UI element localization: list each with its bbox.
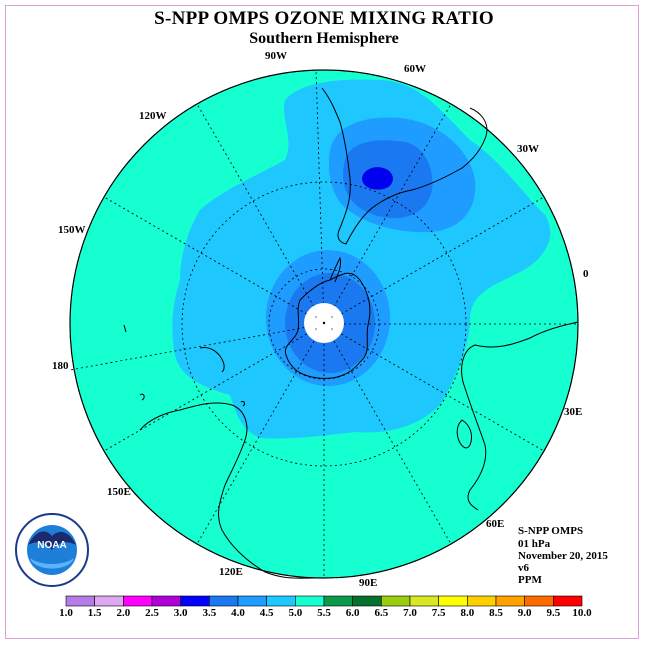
coastlines (123, 87, 579, 579)
pole-dot (331, 316, 333, 318)
colorbar-tick-label: 3.5 (202, 607, 217, 619)
pole-dot (315, 328, 317, 330)
meridian-120w (196, 103, 325, 325)
meridian-60e (323, 323, 452, 545)
colorbar-tick-label: 9.0 (517, 607, 532, 619)
colorbar-swatch (151, 595, 181, 607)
colorbar-swatch (381, 595, 411, 607)
colorbar-tick-label: 1.5 (87, 607, 102, 619)
colorbar-swatch (123, 595, 153, 607)
info-units: PPM (518, 574, 542, 586)
lon-label-180: 180 (52, 360, 69, 372)
colorbar-swatch (524, 595, 554, 607)
coastline-antarctic-peninsula (329, 256, 341, 283)
map-outline (69, 69, 579, 579)
map-title: S-NPP OMPS OZONE MIXING RATIO (154, 8, 494, 29)
pole-dot (315, 316, 317, 318)
coastline-africa (461, 321, 579, 511)
coastline-australia (139, 402, 316, 579)
info-version: v6 (518, 562, 529, 574)
pole-dots (315, 316, 333, 330)
coastline-madagascar (456, 419, 473, 449)
colorbar-tick-label: 3.0 (173, 607, 188, 619)
colorbar-tick-label: 2.5 (145, 607, 159, 619)
lon-label-150e: 150E (107, 486, 131, 498)
colorbar-tick-label: 2.0 (116, 607, 131, 619)
meridians (69, 69, 578, 578)
colorbar-tick-label: 5.5 (317, 607, 331, 619)
lon-label-30e: 30E (564, 406, 583, 418)
colorbar (65, 595, 583, 607)
lon-label-60e: 60E (486, 518, 505, 530)
meridian-150e (103, 323, 325, 452)
logo-gull-shape (28, 531, 76, 550)
meridian-180 (69, 323, 325, 371)
colorbar-swatch (180, 595, 210, 607)
logo-lower-wave (30, 558, 74, 569)
colorbar-swatch (266, 595, 296, 607)
colorbar-swatch (352, 595, 382, 607)
colorbar-swatch (409, 595, 439, 607)
colorbar-swatch (438, 595, 468, 607)
info-instrument: S-NPP OMPS (518, 525, 584, 537)
lon-label-30w: 30W (517, 143, 539, 155)
colorbar-tick-label: 9.5 (546, 607, 561, 619)
colorbar-swatch (323, 595, 353, 607)
meridian-150w (103, 196, 325, 325)
colorbar-tick-label: 7.0 (403, 607, 417, 619)
coastline-antarctica (284, 272, 371, 379)
colorbar-tick-label: 4.5 (259, 607, 274, 619)
meridian-60w (323, 103, 452, 325)
lon-label-0: 0 (583, 268, 589, 280)
lon-label-120e: 120E (219, 566, 243, 578)
colorbar-tick-label: 10.0 (572, 607, 592, 619)
info-date: November 20, 2015 (518, 550, 608, 562)
colorbar-swatch (553, 595, 583, 607)
pole-dot (322, 321, 326, 325)
meridian-90w (315, 69, 325, 325)
meridian-120e (196, 323, 325, 545)
lon-label-150w: 150W (58, 224, 86, 236)
colorbar-swatch (295, 595, 325, 607)
meridian-30w (323, 196, 545, 325)
lon-label-60w: 60W (404, 63, 426, 75)
colorbar-swatch (467, 595, 497, 607)
map-subtitle: Southern Hemisphere (249, 30, 399, 47)
contour-region-2-5 (362, 167, 393, 190)
colorbar-tick-label: 4.0 (231, 607, 245, 619)
colorbar-swatch (94, 595, 124, 607)
figure-border (5, 5, 639, 639)
colorbar-swatch (209, 595, 239, 607)
coastline-south-america (321, 87, 488, 245)
pole-dot (331, 328, 333, 330)
colorbar-swatch (495, 595, 525, 607)
colorbar-tick-label: 6.0 (345, 607, 360, 619)
colorbar-tick-label: 8.0 (460, 607, 475, 619)
colorbar-swatch (237, 595, 267, 607)
lon-label-90e: 90E (359, 577, 378, 589)
colorbar-tick-label: 6.5 (374, 607, 389, 619)
colorbar-tick-label: 8.5 (489, 607, 503, 619)
lon-label-90w: 90W (265, 50, 287, 62)
colorbar-tick-label: 1.0 (59, 607, 73, 619)
meridian-30e (323, 323, 545, 452)
lon-label-120w: 120W (139, 110, 167, 122)
colorbar-tick-label: 5.0 (288, 607, 303, 619)
coastline-new-zealand (199, 347, 225, 373)
noaa-logo: NOAA (15, 513, 89, 587)
colorbar-tick-label: 7.5 (431, 607, 446, 619)
logo-text: NOAA (37, 540, 66, 551)
colorbar-swatch (65, 595, 95, 607)
coastline-islands (123, 324, 245, 407)
info-level: 01 hPa (518, 538, 551, 550)
